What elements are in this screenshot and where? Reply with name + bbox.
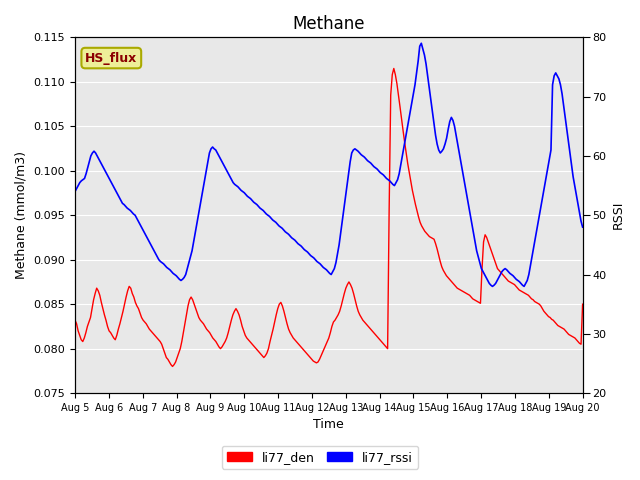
li77_den	[249, 342, 257, 348]
X-axis label: Time: Time	[314, 419, 344, 432]
li77_den	[71, 317, 79, 323]
li77_rssi	[198, 194, 205, 200]
li77_rssi	[71, 189, 79, 194]
Line: li77_den: li77_den	[75, 69, 582, 366]
li77_rssi	[488, 284, 496, 289]
li77_rssi	[417, 40, 425, 46]
Legend: li77_den, li77_rssi: li77_den, li77_rssi	[222, 446, 418, 469]
li77_rssi	[579, 224, 586, 230]
li77_den	[390, 66, 397, 72]
li77_rssi	[411, 82, 419, 88]
Text: HS_flux: HS_flux	[85, 51, 138, 65]
Y-axis label: Methane (mmol/m3): Methane (mmol/m3)	[15, 151, 28, 279]
li77_rssi	[124, 205, 131, 211]
li77_den	[452, 284, 460, 289]
li77_den	[480, 239, 488, 245]
li77_rssi	[300, 247, 308, 252]
li77_rssi	[264, 212, 272, 218]
li77_den	[384, 346, 392, 351]
li77_den	[579, 301, 586, 307]
li77_den	[339, 297, 347, 302]
li77_den	[319, 349, 326, 355]
Line: li77_rssi: li77_rssi	[75, 43, 582, 287]
Title: Methane: Methane	[292, 15, 365, 33]
li77_rssi	[330, 266, 338, 272]
Y-axis label: RSSI: RSSI	[612, 201, 625, 229]
li77_den	[169, 363, 177, 369]
